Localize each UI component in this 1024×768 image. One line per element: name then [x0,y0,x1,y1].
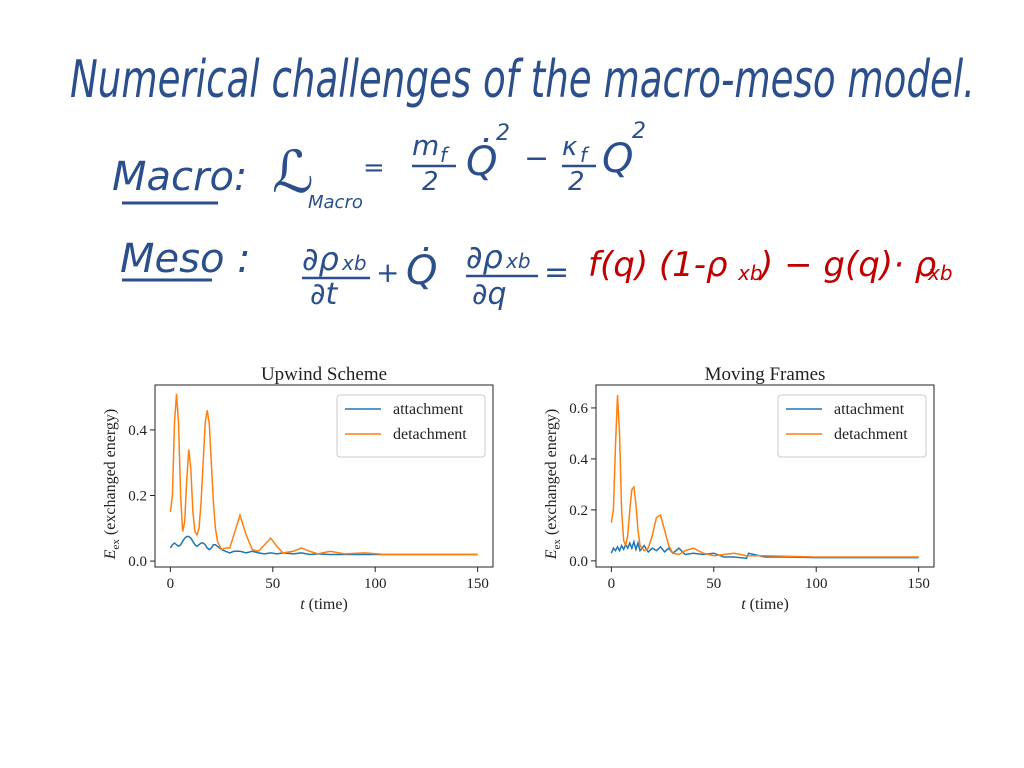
operator: − [524,141,549,176]
y-axis-sub: ex [110,539,122,550]
chart-title: Upwind Scheme [261,364,387,385]
rhs: ) − g(q)· ρ [757,245,937,285]
macro-label: Macro: [112,154,247,200]
y-tick-label: 0.2 [128,489,147,505]
x-axis-label: t (time) [300,596,348,613]
y-axis-label: Eex (exchanged energy) [102,409,122,560]
legend-box [336,394,486,458]
y-tick-label: 0.6 [569,401,588,417]
operator: = [363,153,385,183]
y-tick-label: 0.4 [128,423,147,439]
symbol: ∂q [472,277,507,312]
x-axis-label: t (time) [741,596,789,613]
x-axis-symbol: t [300,596,305,613]
symbol: Q̇ [466,138,497,185]
subscript: f [580,143,590,167]
subscript: xb [505,249,531,273]
plot-area [610,395,919,560]
y-axis-symbol: E [543,549,560,560]
symbol: ∂ρ [466,238,503,276]
x-axis-symbol: t [741,596,746,613]
symbol: Q [602,136,633,182]
subscript: xb [341,251,367,275]
x-tick-label: 150 [466,576,489,592]
legend-label: attachment [393,401,464,418]
x-tick-label: 100 [364,576,387,592]
line-series [610,395,919,558]
x-tick-label: 50 [265,576,280,592]
line-series [169,535,478,556]
line-series [169,393,478,556]
slide-title: Numerical challenges of the macro-meso m… [70,50,975,110]
x-tick-label: 150 [907,576,930,592]
macro-equation: Macro: ℒ Macro = m f 2 Q̇ 2 − κ f 2 Q 2 [112,119,646,213]
meso-label: Meso : [120,236,251,282]
plot-frame [154,384,494,568]
x-tick-label: 100 [805,576,828,592]
y-axis-sub: ex [551,539,563,550]
superscript: 2 [632,119,646,144]
meso-equation: Meso : ∂ρ xb ∂t + Q̇ ∂ρ xb ∂q = f(q) (1-… [120,236,953,312]
chart: Moving Frames 0 50 100 150 0.0 0.2 0.4 0.6 t (time… [543,364,935,613]
legend-box [777,394,927,458]
rhs: f(q) (1-ρ [588,245,728,285]
symbol: m [412,129,439,162]
y-tick-label: 0.0 [128,554,147,570]
line-series [610,539,919,560]
x-tick-label: 0 [608,576,616,592]
symbol: ∂ρ [302,240,339,278]
y-tick-label: 0.4 [569,452,588,468]
operator: + [376,256,399,289]
symbol: 2 [568,167,585,197]
legend-label: detachment [393,426,467,443]
chart: Upwind Scheme 0 50 100 150 0.0 0.2 0.4 t (time) Ee… [102,364,494,613]
y-tick-label: 0.2 [569,503,588,519]
symbol: Q̇ [406,247,437,294]
y-axis-text: (exchanged energy) [543,409,560,535]
x-axis-text: (time) [750,596,789,613]
y-axis-label: Eex (exchanged energy) [543,409,563,560]
symbol: ℒ [272,138,314,206]
symbol: κ [562,132,578,162]
y-axis-text: (exchanged energy) [102,409,119,535]
superscript: 2 [496,121,510,146]
legend-label: detachment [834,426,908,443]
subscript: Macro [308,192,363,213]
symbol: 2 [422,167,439,197]
x-tick-label: 0 [167,576,175,592]
y-tick-label: 0.0 [569,554,588,570]
symbol: ∂t [310,277,339,312]
legend-label: attachment [834,401,905,418]
subscript: xb [737,261,763,285]
subscript: f [440,143,450,167]
x-tick-label: 50 [706,576,721,592]
plot-area [169,393,478,556]
x-axis-text: (time) [309,596,348,613]
subscript: xb [927,261,953,285]
plot-frame [595,384,935,568]
operator: = [544,255,569,290]
chart-title: Moving Frames [705,364,826,385]
y-axis-symbol: E [102,549,119,560]
